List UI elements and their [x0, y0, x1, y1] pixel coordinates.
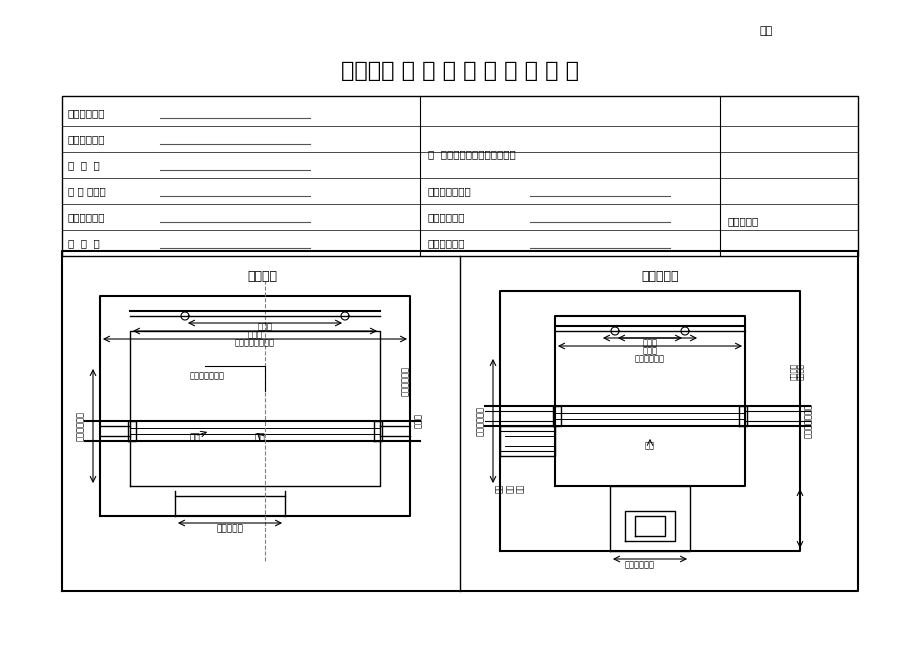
- Text: 轿厢架: 轿厢架: [413, 413, 422, 428]
- Text: 轿厢支架面距: 轿厢支架面距: [68, 134, 106, 144]
- Text: 放线记录：: 放线记录：: [727, 216, 758, 226]
- Text: 轿厢宽: 轿厢宽: [641, 346, 657, 355]
- Text: 备  注：以上测量单位为毫米。: 备 注：以上测量单位为毫米。: [427, 149, 516, 159]
- Text: 净  门  宽: 净 门 宽: [68, 160, 99, 170]
- Text: 轿中至梯厅轨中: 轿中至梯厅轨中: [802, 404, 811, 439]
- Text: 对重支架面距: 对重支架面距: [624, 561, 654, 570]
- Text: 梯样板架: 梯样板架: [246, 270, 277, 283]
- Text: 轿中至对中: 轿中至对中: [216, 525, 244, 534]
- Text: 轿厢导轨支架面距: 轿厢导轨支架面距: [234, 339, 275, 348]
- Text: 轿中: 轿中: [255, 434, 265, 443]
- Text: 轿厢支架孔距: 轿厢支架孔距: [68, 108, 106, 118]
- Text: 轿  厢  宽: 轿 厢 宽: [68, 238, 99, 248]
- Text: 净门宽: 净门宽: [257, 322, 272, 331]
- Text: 客梯样板架: 客梯样板架: [641, 270, 678, 283]
- Text: 对重支架面距: 对重支架面距: [75, 411, 85, 441]
- Text: 轿中: 轿中: [644, 441, 654, 450]
- Text: 对中: 对中: [189, 434, 200, 443]
- Text: 轿中至门中偏差: 轿中至门中偏差: [427, 186, 471, 196]
- Text: 对重
支架
孔距: 对重 支架 孔距: [494, 484, 525, 493]
- Text: 轿中与门中偏差: 轿中与门中偏差: [190, 372, 225, 380]
- Text: 轿厢宽: 轿厢宽: [247, 331, 262, 340]
- Text: 对重支架面距: 对重支架面距: [427, 238, 465, 248]
- Text: 对重支架孔距: 对重支架孔距: [427, 212, 465, 222]
- Text: 轿中至梯
厅门轨中: 轿中至梯 厅门轨中: [789, 363, 803, 380]
- Text: 轿 中 至对中: 轿 中 至对中: [68, 186, 106, 196]
- Text: 轿中至轿门边: 轿中至轿门边: [400, 366, 409, 396]
- Text: 轿中至轿门边: 轿中至轿门边: [68, 212, 106, 222]
- Text: 三、导轨 支 架 距 离 及 导 轨 轨 距: 三、导轨 支 架 距 离 及 导 轨 轨 距: [341, 61, 578, 81]
- Text: 轿厢支架面距: 轿厢支架面距: [634, 355, 664, 363]
- Text: 对重支架面距: 对重支架面距: [475, 406, 484, 436]
- Text: 净门宽: 净门宽: [641, 339, 657, 348]
- Text: 日期: 日期: [759, 26, 772, 36]
